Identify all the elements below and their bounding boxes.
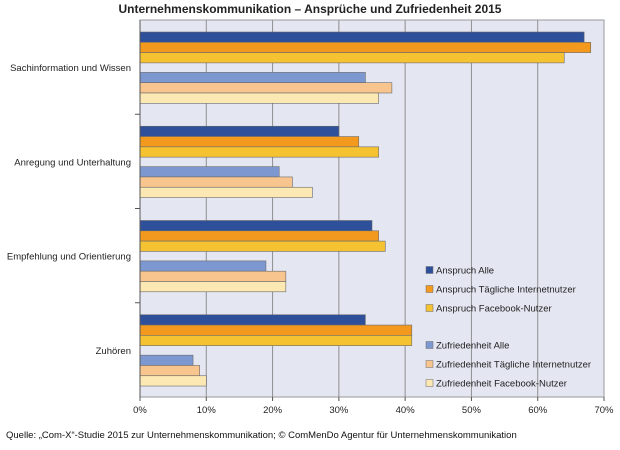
bar [139,314,366,326]
bar [139,72,366,84]
x-tick-label: 30% [329,405,349,416]
category-label: Empfehlung und Orientierung [7,252,131,263]
bar [139,354,194,366]
legend-swatch [425,285,434,293]
bar [139,82,393,94]
legend-swatch [425,341,434,349]
axes: 0% 10% 20% 30% 40% 50% 60% 70% Sachinformation u… [7,20,614,416]
bar [139,92,379,104]
bar [139,186,313,198]
bar [139,281,287,293]
legend-label: Zufriedenheit Tägliche Internetnutzer [436,360,591,371]
category-label: Anregung und Unterhaltung [14,157,131,168]
bar [139,230,379,242]
legend-label: Anspruch Tägliche Internetnutzer [436,285,576,296]
bar [139,166,280,178]
bar [139,335,413,346]
bar [139,260,267,272]
x-tick-label: 70% [594,405,614,416]
bar [139,41,592,53]
legend: Anspruch Alle Anspruch Tägliche Internetn… [425,266,591,390]
bar [139,146,379,158]
bar [139,324,413,336]
bar [139,31,585,43]
bar [139,240,386,252]
legend-label: Anspruch Alle [436,266,494,277]
bar [139,176,293,188]
bar [139,125,340,137]
bar [139,136,360,148]
legend-swatch [425,266,434,274]
category-label: Zuhören [96,346,131,357]
chart-title: Unternehmenskommunikation – Ansprüche un… [118,2,502,16]
bar [139,375,207,387]
legend-swatch [425,379,434,387]
legend-swatch [425,304,434,312]
category-label: Sachinformation und Wissen [10,63,131,74]
legend-label: Anspruch Facebook-Nutzer [436,304,552,315]
bar [139,52,565,64]
x-tick-label: 20% [263,405,283,416]
source-note: Quelle: „Com-X“-Studie 2015 zur Unterneh… [6,430,517,441]
x-tick-label: 0% [133,405,147,416]
legend-label: Zufriedenheit Alle [436,341,509,352]
x-tick-label: 10% [197,405,217,416]
bar [139,365,200,377]
bar [139,270,287,282]
x-tick-label: 60% [528,405,548,416]
x-tick-label: 40% [396,405,416,416]
bar [139,220,373,232]
x-tick-label: 50% [462,405,482,416]
legend-swatch [425,360,434,368]
legend-label: Zufriedenheit Facebook-Nutzer [436,379,567,390]
